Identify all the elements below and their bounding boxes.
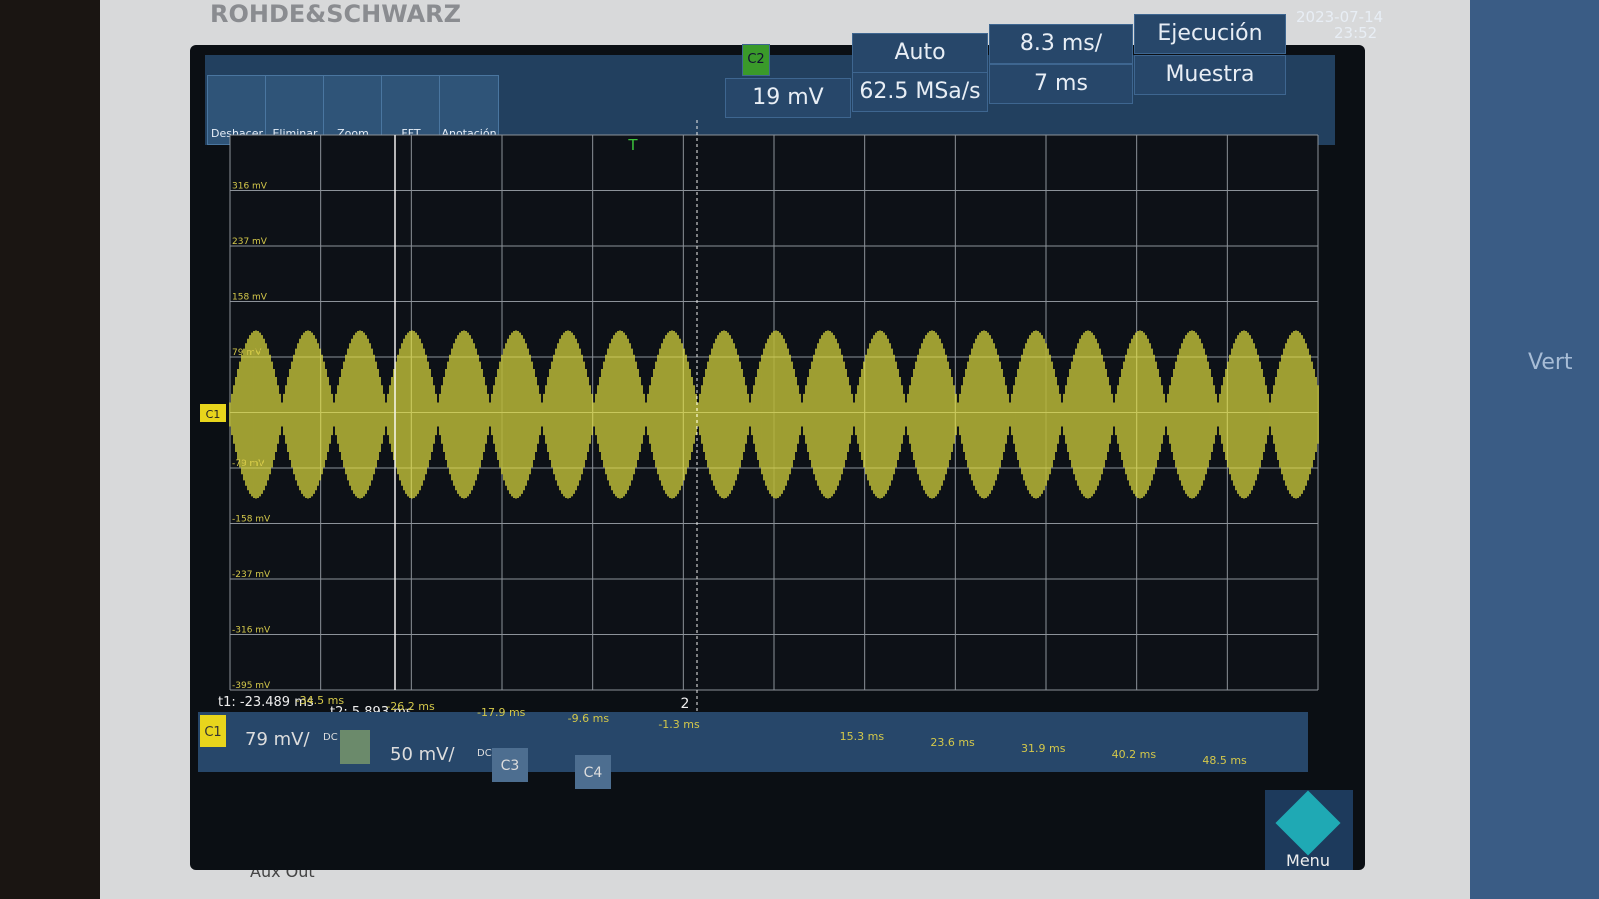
menu-logo — [1275, 790, 1341, 856]
y-label: 79 mV — [232, 348, 262, 358]
trigger-source[interactable]: C2 — [742, 44, 770, 76]
c4-tab[interactable] — [575, 755, 611, 789]
cursor-marker: 2 — [681, 696, 690, 712]
c1-tab[interactable] — [200, 715, 226, 747]
x-label: -26.2 ms — [386, 700, 435, 713]
side-label: Vert — [1528, 350, 1573, 375]
y-label: 158 mV — [232, 293, 268, 303]
c2-tab[interactable] — [340, 730, 370, 764]
channel-bar — [198, 712, 1308, 772]
y-label: 316 mV — [232, 182, 268, 192]
time-offset[interactable]: 7 ms — [989, 64, 1133, 104]
run-state[interactable]: Ejecución — [1134, 14, 1286, 54]
c3-tab[interactable] — [492, 748, 528, 782]
c1-scale: 79 mV/ — [245, 729, 310, 750]
y-label: -158 mV — [232, 515, 271, 525]
x-label: -9.6 ms — [568, 712, 610, 725]
x-label: 40.2 ms — [1112, 748, 1157, 761]
x-label: -1.3 ms — [658, 718, 700, 731]
x-label: 31.9 ms — [1021, 742, 1066, 755]
brand: ROHDE&SCHWARZ — [210, 0, 462, 28]
c1-name: C1 — [204, 725, 221, 740]
time: 23:52 — [1334, 24, 1378, 42]
c3-name: C3 — [501, 758, 520, 774]
toolbar-button[interactable]: FFT — [381, 75, 441, 145]
trigger-marker: T — [627, 136, 638, 154]
acquisition[interactable]: Muestra — [1134, 55, 1286, 95]
trigger-level[interactable]: 19 mV — [725, 78, 851, 118]
x-label: -34.5 ms — [296, 694, 345, 707]
trigger-mode[interactable]: Auto — [852, 33, 988, 73]
x-label: 23.6 ms — [930, 736, 975, 749]
x-label: -17.9 ms — [477, 706, 526, 719]
c2-scale: 50 mV/ — [390, 744, 455, 765]
toolbar-button[interactable]: Eliminar — [265, 75, 325, 145]
x-label: 15.3 ms — [840, 730, 885, 743]
c2-coupling: DC — [477, 748, 492, 759]
menu-label: Menu — [1286, 851, 1330, 870]
side-panel — [1470, 0, 1599, 899]
channel-marker-bg — [200, 404, 226, 422]
c4-name: C4 — [584, 765, 603, 781]
toolbar-button[interactable]: Deshacer — [207, 75, 267, 145]
cursor-t1-readout: t1: -23.489 ms — [218, 695, 314, 710]
waveform — [229, 330, 1319, 499]
x-label: 48.5 ms — [1202, 754, 1247, 767]
y-label: 237 mV — [232, 237, 268, 247]
y-label: -316 mV — [232, 626, 271, 636]
y-label: -395 mV — [232, 681, 271, 691]
sample-rate[interactable]: 62.5 MSa/s — [852, 72, 988, 112]
c1-coupling: DC — [323, 732, 338, 743]
channel-marker: C1 — [206, 408, 221, 421]
date: 2023-07-14 — [1296, 8, 1384, 26]
y-label: -237 mV — [232, 570, 271, 580]
y-label: -79 mV — [232, 459, 265, 469]
time-scale[interactable]: 8.3 ms/ — [989, 24, 1133, 64]
